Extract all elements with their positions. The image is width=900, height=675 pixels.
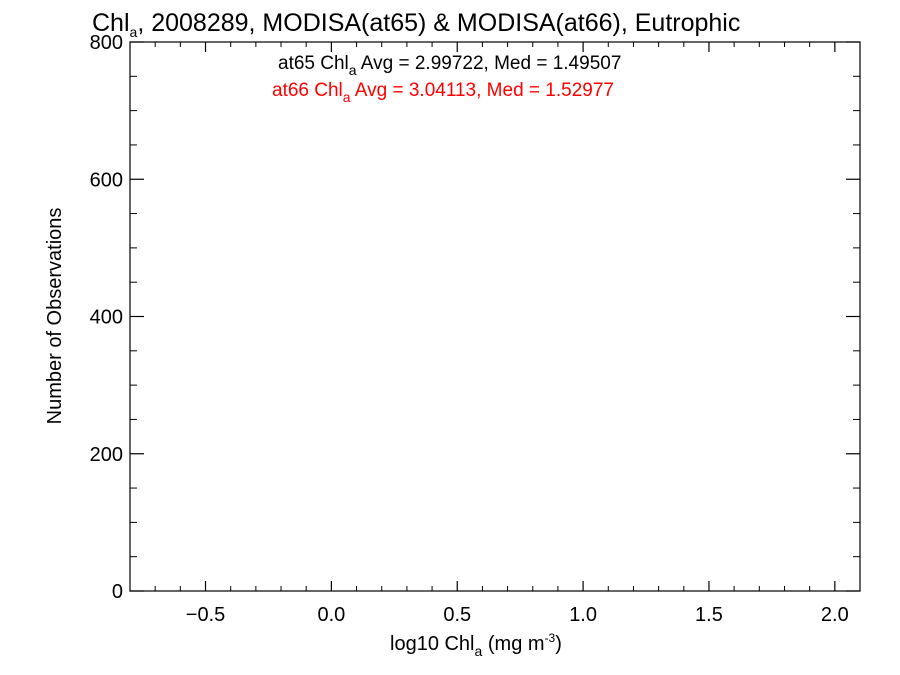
x-axis-title-subscript: a xyxy=(475,643,483,659)
annotation-at66: at66 Chla Avg = 3.04113, Med = 1.52977 xyxy=(272,80,614,105)
annotation-at66-subscript: a xyxy=(343,89,351,105)
chart-title-subscript: a xyxy=(130,24,138,40)
plot-frame xyxy=(129,41,861,592)
annotation-at65-rest: Avg = 2.99722, Med = 1.49507 xyxy=(357,53,622,74)
y-tick-label: 0 xyxy=(112,581,123,603)
annotation-at66-rest: Avg = 3.04113, Med = 1.52977 xyxy=(351,80,614,101)
x-tick-label: −0.5 xyxy=(186,604,225,626)
chart-title-prefix: Chl xyxy=(92,9,130,37)
ticks-layer: −0.5 0.0 0.5 1.0 1.5 2.0 0 200 400 600 800 xyxy=(90,32,860,626)
annotation-at65-subscript: a xyxy=(349,62,357,78)
x-tick-label: 1.5 xyxy=(695,604,723,626)
annotation-at65-prefix: at65 Chl xyxy=(278,53,349,74)
y-tick-label: 600 xyxy=(90,169,123,191)
y-tick-label: 200 xyxy=(90,444,123,466)
x-axis-title-unit: (mg m xyxy=(482,633,544,655)
x-tick-label: 0.0 xyxy=(317,604,345,626)
annotation-at65: at65 Chla Avg = 2.99722, Med = 1.49507 xyxy=(278,53,621,78)
x-axis-title-close: ) xyxy=(555,633,562,655)
annotations: at65 Chla Avg = 2.99722, Med = 1.49507 a… xyxy=(272,53,621,105)
x-tick-label: 1.0 xyxy=(569,604,597,626)
x-axis-title: log10 Chla (mg m-3) xyxy=(390,631,562,659)
annotation-at66-prefix: at66 Chl xyxy=(272,80,343,101)
y-tick-label: 800 xyxy=(90,32,123,54)
x-axis-title-superscript: -3 xyxy=(545,631,556,645)
chart-title: Chla, 2008289, MODISA(at65) & MODISA(at6… xyxy=(92,9,740,40)
x-axis-title-prefix: log10 Chl xyxy=(390,633,475,655)
y-tick-label: 400 xyxy=(90,307,123,329)
y-axis-title: Number of Observations xyxy=(44,208,66,425)
chart-title-rest: , 2008289, MODISA(at65) & MODISA(at66), … xyxy=(137,9,740,37)
x-tick-label: 0.5 xyxy=(443,604,471,626)
x-tick-label: 2.0 xyxy=(821,604,849,626)
